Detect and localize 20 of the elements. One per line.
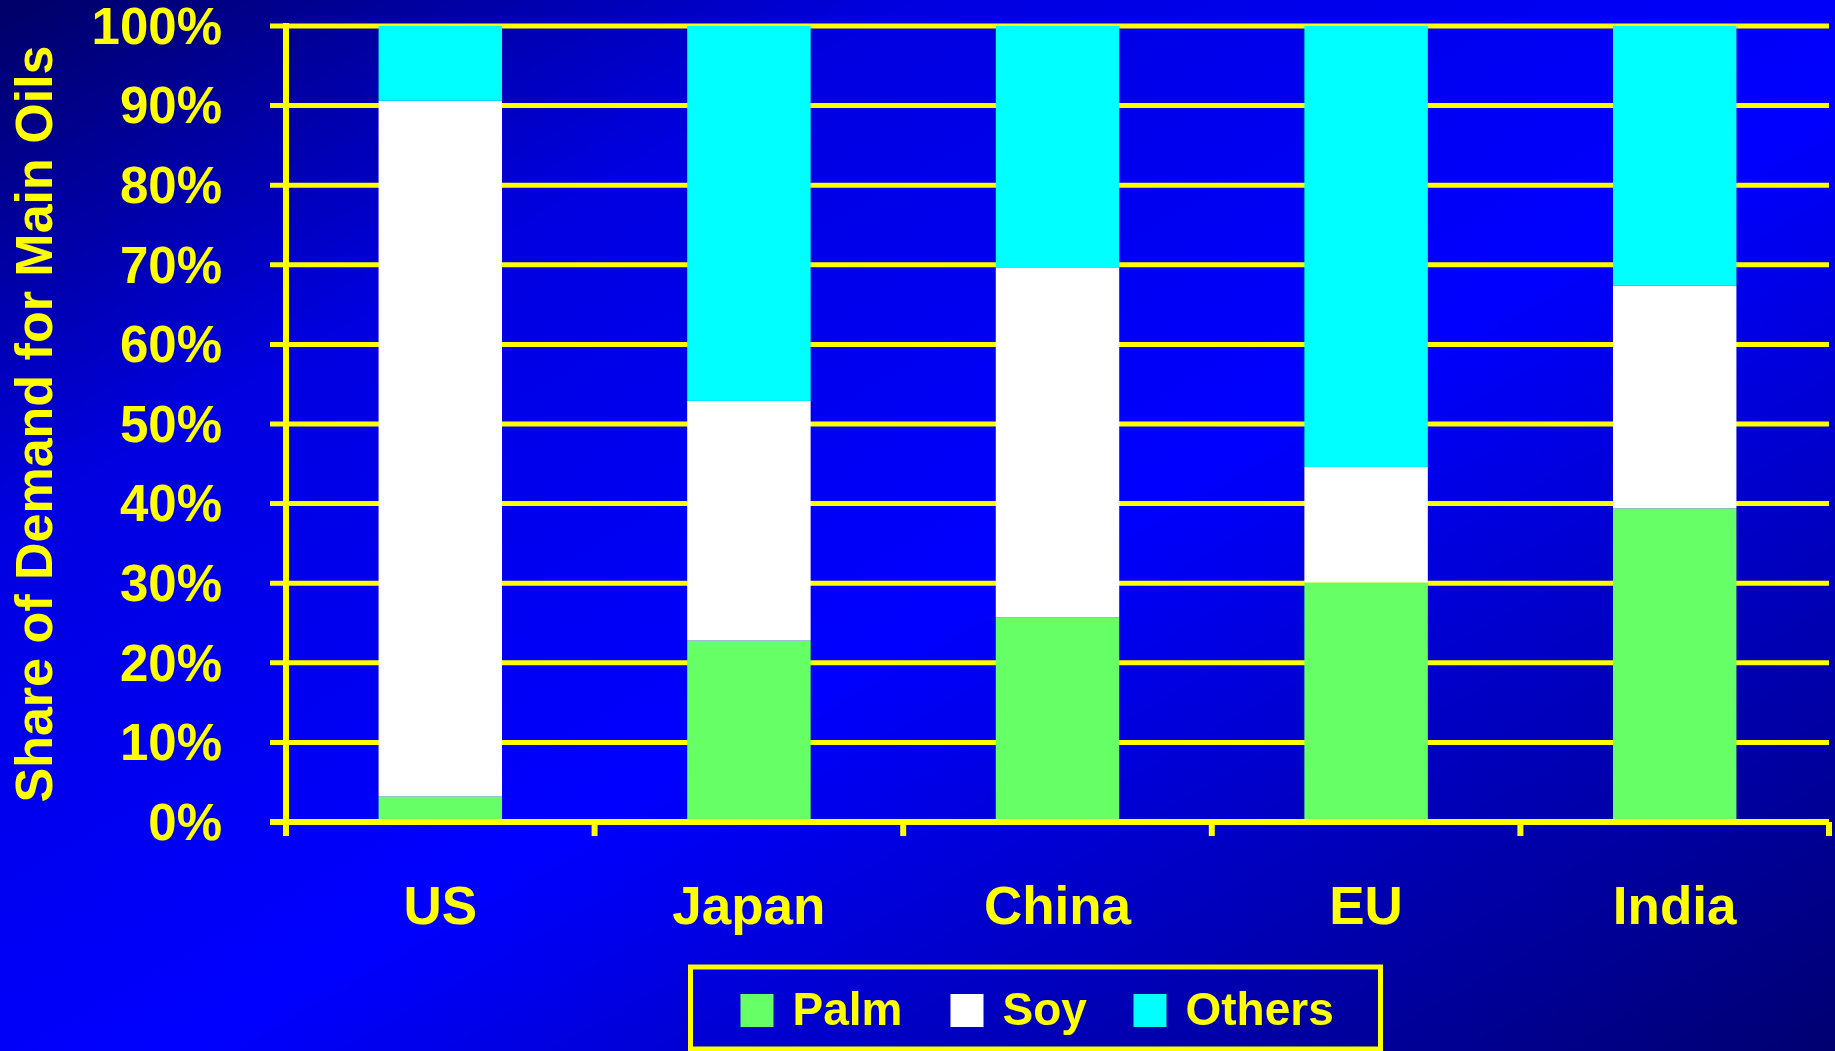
y-tick-label: 0% — [148, 793, 222, 851]
y-axis-title: Share of Demand for Main Oils — [5, 45, 63, 803]
y-tick-label: 50% — [119, 395, 222, 453]
x-tick-label: India — [1612, 876, 1738, 935]
y-tick-label: 40% — [119, 475, 222, 533]
y-tick-label: 80% — [119, 157, 222, 215]
y-tick-label: 20% — [119, 634, 222, 692]
x-tick-label: US — [403, 876, 478, 935]
legend-label: Others — [1185, 983, 1334, 1035]
x-tick-label: China — [983, 876, 1132, 935]
x-tick-label: EU — [1329, 876, 1403, 935]
y-tick-label: 100% — [91, 0, 222, 55]
y-tick-label: 60% — [119, 316, 222, 374]
y-tick-label: 30% — [119, 555, 222, 613]
y-tick-label: 70% — [119, 236, 222, 294]
x-tick-label: Japan — [672, 876, 826, 935]
legend-label: Palm — [792, 983, 903, 1035]
y-tick-label: 10% — [119, 714, 222, 772]
y-tick-label: 90% — [119, 77, 222, 135]
legend-label: Soy — [1002, 983, 1088, 1035]
